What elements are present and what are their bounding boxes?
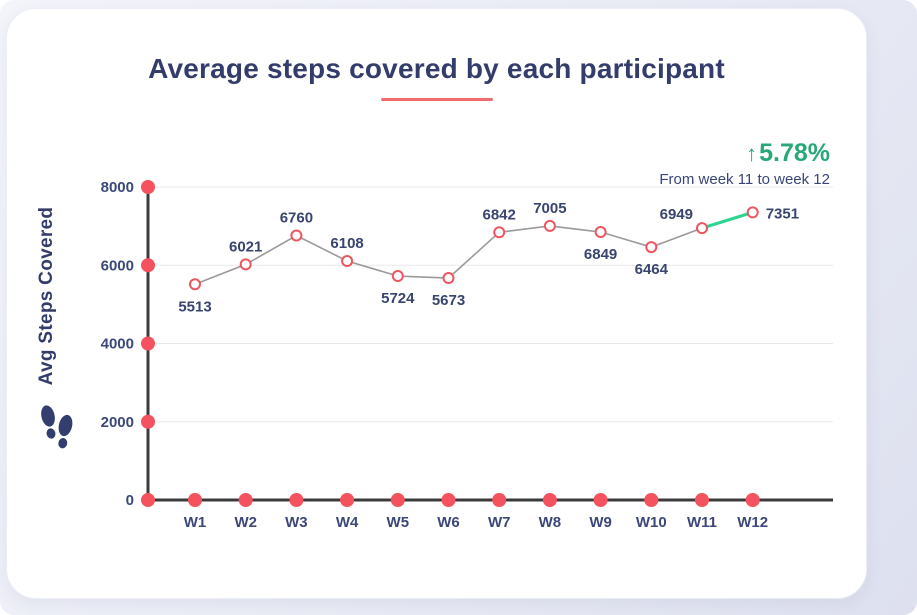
data-point-W7[interactable] (493, 226, 506, 239)
data-point-label-W2: 6021 (229, 238, 262, 255)
y-tick-dot-6000 (141, 258, 155, 273)
data-point-W3[interactable] (290, 229, 303, 242)
x-tick-dot-W7 (492, 493, 507, 507)
y-tick-label-2000: 2000 (101, 414, 134, 431)
x-tick-label-W12: W12 (737, 514, 768, 531)
y-tick-label-8000: 8000 (101, 179, 134, 196)
y-tick-label-6000: 6000 (101, 257, 134, 274)
title-underline (380, 98, 493, 101)
data-point-label-W4: 6108 (330, 235, 363, 252)
x-tick-label-W2: W2 (234, 514, 257, 531)
data-point-label-W10: 6464 (635, 261, 669, 278)
y-tick-dot-0 (141, 493, 155, 507)
data-point-label-W5: 5724 (381, 290, 415, 307)
data-point-label-W8: 7005 (533, 200, 566, 217)
x-tick-dot-W6 (441, 493, 456, 507)
delta-caption: From week 11 to week 12 (659, 171, 830, 188)
footsteps-icon (41, 405, 73, 449)
data-point-W8[interactable] (543, 219, 556, 232)
up-arrow-icon: ↑ (746, 141, 758, 166)
y-tick-label-4000: 4000 (101, 336, 134, 353)
x-tick-dot-W8 (542, 493, 557, 507)
delta-annotation: ↑5.78% From week 11 to week 12 (659, 139, 830, 188)
x-tick-label-W1: W1 (184, 514, 207, 531)
data-point-label-W6: 5673 (432, 292, 465, 309)
x-tick-label-W8: W8 (539, 514, 562, 531)
x-tick-label-W7: W7 (488, 514, 511, 531)
y-tick-dot-2000 (141, 414, 155, 429)
x-tick-label-W4: W4 (336, 514, 359, 531)
x-tick-label-W3: W3 (285, 514, 308, 531)
data-point-label-W11: 6949 (660, 206, 693, 223)
data-point-W10[interactable] (645, 241, 658, 254)
data-point-label-W12: 7351 (766, 205, 799, 222)
data-point-label-W9: 6849 (584, 246, 617, 263)
x-tick-dot-W5 (390, 493, 405, 507)
x-tick-label-W9: W9 (589, 514, 612, 531)
data-point-label-W3: 6760 (280, 210, 313, 227)
data-point-W1[interactable] (189, 278, 201, 291)
x-tick-dot-W4 (340, 493, 355, 507)
delta-value: ↑5.78% (659, 139, 830, 168)
x-tick-dot-W10 (644, 493, 659, 507)
data-point-W6[interactable] (442, 272, 455, 285)
x-tick-dot-W9 (593, 493, 608, 507)
x-tick-label-W6: W6 (437, 514, 460, 531)
x-tick-dot-W3 (289, 493, 304, 507)
x-tick-dot-W12 (745, 493, 760, 507)
x-tick-label-W11: W11 (687, 514, 717, 531)
y-tick-dot-8000 (141, 180, 155, 194)
y-tick-dot-4000 (141, 336, 155, 351)
data-point-label-W7: 6842 (483, 206, 516, 223)
data-point-W11[interactable] (696, 222, 708, 235)
data-point-label-W1: 5513 (178, 298, 211, 315)
x-tick-dot-W1 (188, 493, 202, 507)
delta-percent: 5.78% (759, 139, 830, 167)
data-point-W12[interactable] (746, 206, 759, 219)
page-title: Average steps covered by each participan… (148, 53, 725, 84)
data-point-W4[interactable] (341, 255, 354, 268)
highlight-segment (700, 210, 755, 230)
x-tick-label-W10: W10 (636, 514, 667, 531)
x-tick-dot-W2 (238, 493, 253, 507)
data-point-W5[interactable] (391, 270, 404, 283)
data-point-W2[interactable] (239, 258, 252, 271)
y-tick-label-0: 0 (126, 492, 134, 509)
data-point-W9[interactable] (594, 226, 607, 239)
x-tick-dot-W11 (695, 493, 709, 507)
x-tick-label-W5: W5 (387, 514, 410, 531)
